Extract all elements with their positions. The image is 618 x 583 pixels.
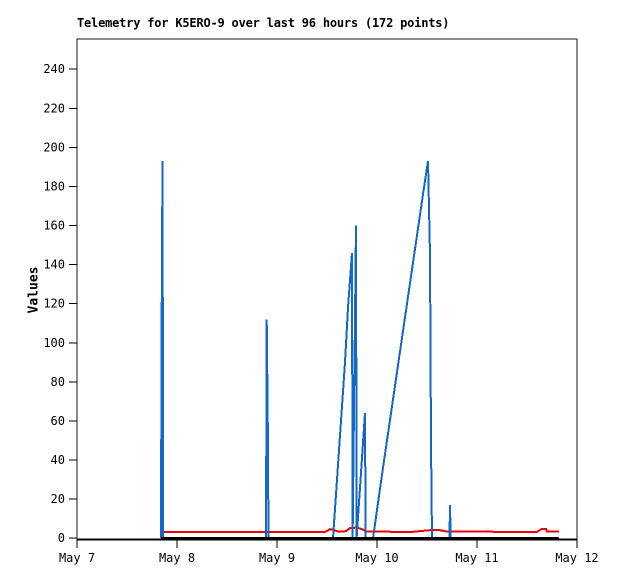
chart-title: Telemetry for K5ERO-9 over last 96 hours…	[77, 16, 450, 30]
x-tick-label: May 9	[259, 551, 295, 565]
y-tick-label: 160	[43, 219, 65, 233]
x-tick-label: May 10	[355, 551, 398, 565]
y-axis-label: Values	[26, 266, 42, 314]
x-tick-label: May 12	[555, 551, 598, 565]
y-tick-label: 240	[43, 62, 65, 76]
y-tick-label: 40	[51, 453, 65, 467]
y-tick-label: 220	[43, 101, 65, 115]
x-tick-label: May 8	[159, 551, 195, 565]
y-tick-label: 60	[51, 414, 65, 428]
series-channel-red	[161, 526, 560, 533]
x-tick-label: May 7	[59, 551, 95, 565]
y-tick-label: 180	[43, 179, 65, 193]
plot-border	[76, 38, 578, 540]
y-tick-label: 0	[58, 531, 65, 545]
y-tick-label: 140	[43, 258, 65, 272]
x-tick-label: May 11	[455, 551, 498, 565]
y-tick-label: 100	[43, 336, 65, 350]
series-channel-blue	[160, 160, 559, 540]
y-tick-label: 80	[51, 375, 65, 389]
y-tick-label: 200	[43, 140, 65, 154]
y-tick-label: 20	[51, 492, 65, 506]
y-tick-label: 120	[43, 297, 65, 311]
